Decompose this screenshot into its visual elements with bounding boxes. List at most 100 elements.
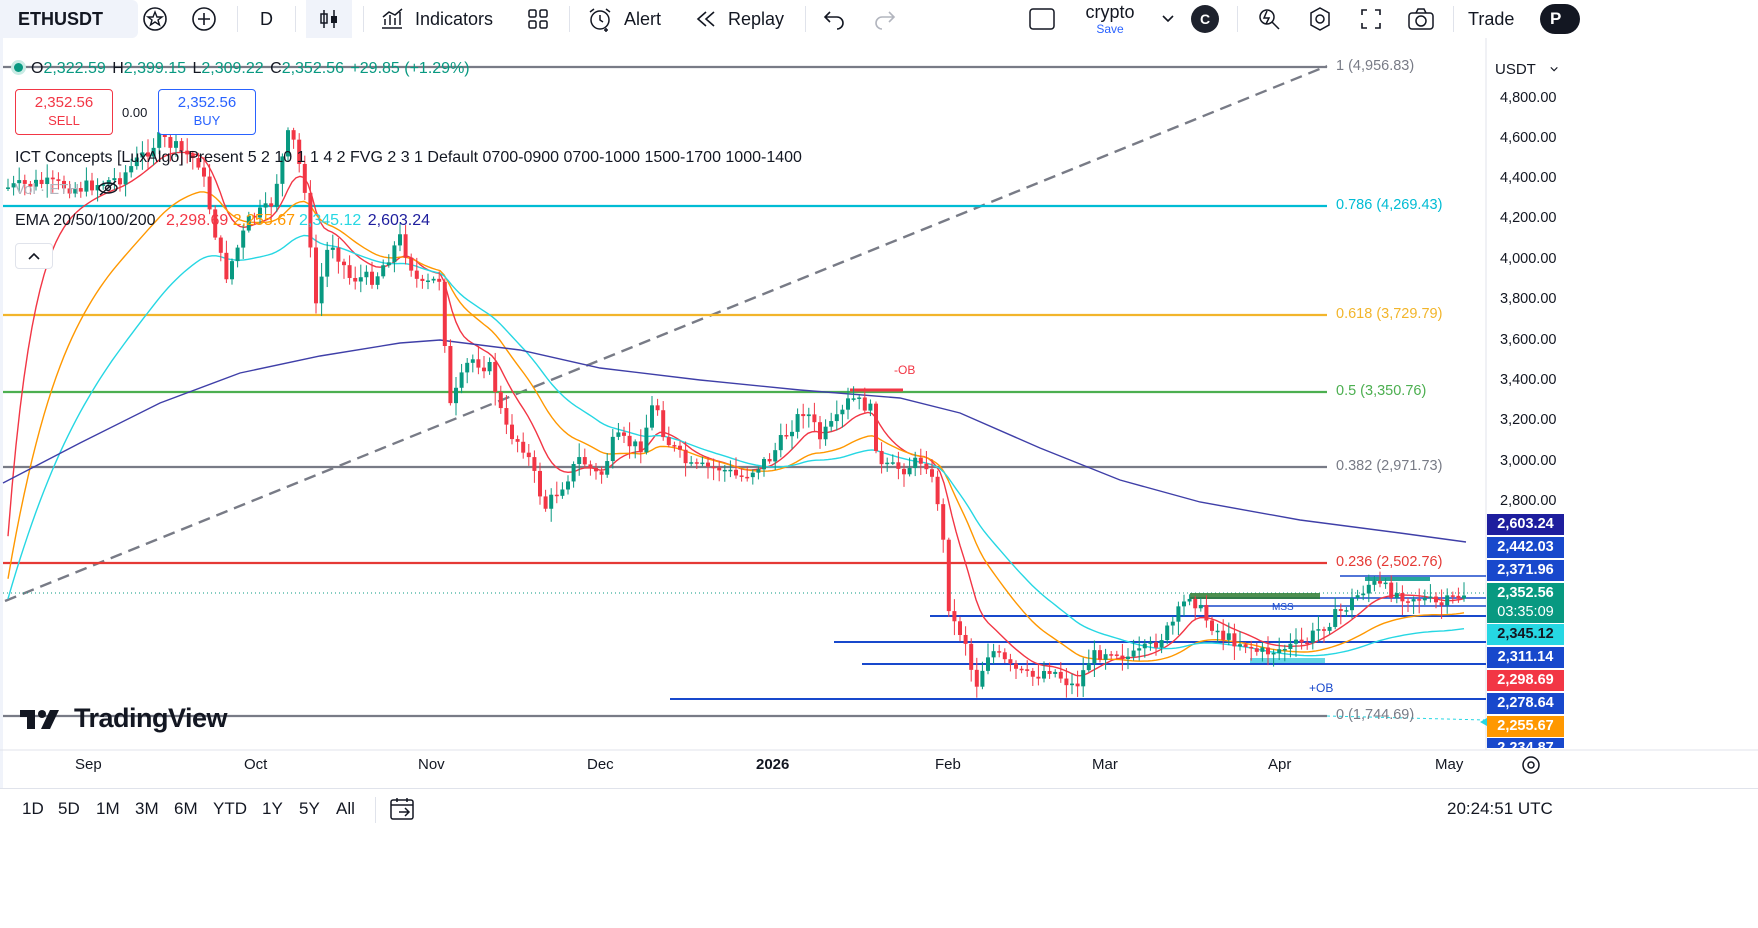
high-value: 2,399.15 bbox=[123, 60, 187, 77]
clock[interactable]: 20:24:51 UTC bbox=[1447, 799, 1553, 818]
range-3m[interactable]: 3M bbox=[135, 799, 159, 818]
candle-body bbox=[784, 435, 789, 437]
candle-body bbox=[1030, 670, 1035, 677]
candle-body bbox=[1372, 581, 1377, 585]
candle-body bbox=[762, 458, 766, 470]
candle-body bbox=[1305, 642, 1310, 644]
fullscreen-icon[interactable] bbox=[1359, 0, 1383, 38]
candle-body bbox=[885, 462, 890, 465]
candle-body bbox=[549, 494, 554, 509]
ema-label: EMA 20/50/100/200 bbox=[15, 212, 156, 229]
date-tick: Sep bbox=[75, 756, 102, 773]
candle-body bbox=[700, 462, 705, 465]
collapse-legend-button[interactable] bbox=[15, 243, 53, 269]
candle-body bbox=[616, 432, 621, 437]
layout-save-label: Save bbox=[1096, 22, 1124, 36]
candle-body bbox=[963, 634, 968, 644]
undo-icon[interactable] bbox=[822, 0, 846, 38]
trade-button[interactable]: Trade bbox=[1468, 0, 1514, 38]
favorite-icon[interactable] bbox=[142, 0, 168, 38]
replay-button[interactable]: Replay bbox=[694, 0, 784, 38]
layout-name-button[interactable]: crypto Save bbox=[1076, 0, 1144, 38]
candle-body bbox=[179, 141, 184, 151]
candle-body bbox=[314, 247, 318, 304]
chevron-down-icon[interactable] bbox=[1161, 0, 1175, 38]
alarm-clock-icon bbox=[589, 8, 611, 32]
candle-body bbox=[34, 179, 38, 187]
range-1y[interactable]: 1Y bbox=[262, 799, 283, 818]
fib-label-0786: 0.786 (4,269.43) bbox=[1336, 197, 1443, 213]
chart-settings-icon[interactable] bbox=[1519, 753, 1543, 782]
range-all[interactable]: All bbox=[336, 799, 355, 818]
ema-legend[interactable]: EMA 20/50/100/200 2,298.69 2,255.67 2,345… bbox=[15, 212, 430, 230]
compare-add-icon[interactable] bbox=[191, 0, 217, 38]
candle-body bbox=[442, 281, 447, 347]
range-ytd[interactable]: YTD bbox=[213, 799, 247, 818]
candle-body bbox=[722, 469, 727, 472]
buy-button[interactable]: 2,352.56 BUY bbox=[158, 89, 256, 135]
sell-button[interactable]: 2,352.56 SELL bbox=[15, 89, 113, 135]
candle-body bbox=[605, 461, 610, 475]
indicators-label: Indicators bbox=[415, 8, 494, 29]
interval-button[interactable]: D bbox=[260, 0, 273, 38]
ohlc-legend: O2,322.59 H2,399.15 L2,309.22 C2,352.56 … bbox=[14, 60, 470, 78]
camera-icon[interactable] bbox=[1407, 0, 1435, 38]
ict-indicator-legend[interactable]: ICT Concepts [LuxAlgo] Present 5 2 10 1 … bbox=[15, 149, 802, 166]
date-tick: 2026 bbox=[756, 756, 790, 773]
fib-trend-line[interactable] bbox=[4, 64, 1328, 603]
currency-selector[interactable]: USDT bbox=[1487, 56, 1558, 82]
candle-body bbox=[666, 437, 671, 446]
candles-type-button[interactable] bbox=[306, 0, 352, 38]
chevron-up-icon bbox=[28, 252, 40, 260]
indicators-button[interactable]: Indicators bbox=[379, 0, 493, 38]
candle-body bbox=[728, 469, 733, 472]
candle-body bbox=[263, 203, 268, 208]
candle-body bbox=[829, 421, 834, 427]
goto-date-icon[interactable] bbox=[389, 789, 417, 829]
symbol-search[interactable]: ETHUSDT bbox=[0, 0, 138, 38]
candle-body bbox=[1254, 648, 1259, 652]
candle-body bbox=[594, 467, 598, 472]
indicators-icon bbox=[382, 8, 403, 29]
templates-icon[interactable] bbox=[526, 0, 550, 38]
chart-canvas[interactable]: -OB +OB MSS bbox=[0, 38, 1758, 788]
candle-body bbox=[459, 372, 464, 388]
range-6m[interactable]: 6M bbox=[174, 799, 198, 818]
candle-body bbox=[991, 651, 996, 658]
layout-select-icon[interactable] bbox=[1028, 0, 1056, 38]
candle-body bbox=[834, 414, 839, 422]
candle-body bbox=[1075, 683, 1080, 687]
candle-body bbox=[235, 247, 240, 262]
chart-area[interactable]: -OB +OB MSS O2,322.59 H2,399.15 L2,309.2… bbox=[0, 38, 1758, 788]
alert-button[interactable]: Alert bbox=[586, 0, 661, 38]
publish-button[interactable]: P bbox=[1540, 0, 1580, 38]
price-pill-ob: 2,234.87 bbox=[1487, 738, 1564, 748]
candle-body bbox=[1366, 584, 1371, 594]
range-5y[interactable]: 5Y bbox=[299, 799, 320, 818]
volume-legend[interactable]: Vol · ETH bbox=[15, 180, 119, 198]
range-1d[interactable]: 1D bbox=[22, 799, 44, 818]
candle-body bbox=[1249, 646, 1254, 649]
candle-body bbox=[134, 157, 139, 167]
quick-search-icon[interactable] bbox=[1256, 0, 1282, 38]
candle-body bbox=[168, 137, 173, 148]
range-5d[interactable]: 5D bbox=[58, 799, 80, 818]
eye-off-icon[interactable] bbox=[97, 180, 119, 196]
candle-body bbox=[689, 462, 694, 464]
ema200-line bbox=[2, 339, 1467, 543]
candle-body bbox=[319, 276, 324, 304]
candle-body bbox=[801, 414, 806, 417]
candle-body bbox=[1154, 642, 1158, 648]
candle-body bbox=[1344, 610, 1349, 612]
candle-body bbox=[1417, 599, 1422, 601]
redo-icon[interactable] bbox=[873, 0, 897, 38]
settings-icon[interactable] bbox=[1307, 0, 1333, 38]
candle-body bbox=[1014, 663, 1018, 669]
range-1m[interactable]: 1M bbox=[96, 799, 120, 818]
candle-body bbox=[812, 414, 817, 423]
candle-body bbox=[1422, 597, 1427, 601]
candle-body bbox=[1047, 671, 1052, 674]
avatar[interactable]: C bbox=[1191, 0, 1219, 38]
candle-body bbox=[739, 475, 744, 477]
candle-body bbox=[1260, 647, 1265, 652]
